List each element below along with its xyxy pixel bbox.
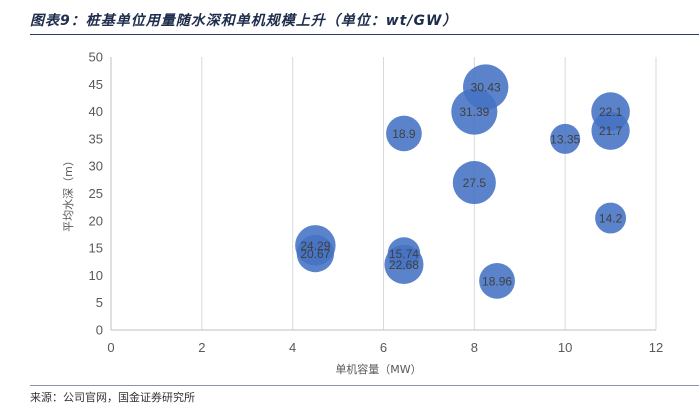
source-note: 来源：公司官网，国金证券研究所 (30, 391, 195, 404)
bubble-label: 13.35 (550, 132, 580, 146)
bubble-label: 22.1 (599, 105, 623, 119)
bubble-point (463, 64, 509, 110)
bubble-labels: 30.43 31.39 22.1 21.7 18.9 13.35 27.5 14.2 24.29… (300, 81, 622, 289)
x-tick-label: 12 (649, 340, 663, 355)
y-tick-label: 35 (89, 131, 103, 146)
y-tick-label: 25 (89, 186, 103, 201)
source-rule (30, 385, 699, 386)
bubble-point (479, 262, 515, 299)
bubble-label: 24.29 (300, 239, 330, 253)
y-axis-title: 平均水深（m） (62, 155, 75, 232)
bubble-point (387, 237, 421, 270)
bubble-point (452, 161, 496, 205)
bubble-label: 15.74 (389, 247, 419, 261)
bubble-label: 20.67 (300, 247, 330, 261)
bubble-point (591, 111, 630, 150)
bubble-label: 31.39 (459, 105, 489, 119)
gridlines (201, 57, 657, 330)
bubble-point (595, 202, 627, 234)
y-tick-label: 45 (89, 77, 103, 92)
y-tick-label: 10 (89, 268, 103, 283)
x-tick-label: 0 (107, 340, 114, 355)
x-tick-label: 4 (289, 340, 296, 355)
y-tick-label: 50 (89, 50, 103, 65)
bubble-label: 21.7 (599, 124, 623, 138)
y-tick-label: 30 (89, 159, 103, 174)
bubble-label: 18.96 (482, 274, 512, 288)
bubble-label: 27.5 (463, 176, 487, 190)
bubbles (295, 64, 630, 299)
bubble-label: 14.2 (599, 212, 623, 226)
x-tick-label: 2 (198, 340, 205, 355)
y-tick-label: 20 (89, 213, 103, 228)
bubble-label: 18.9 (392, 127, 416, 141)
x-tick-label: 8 (471, 340, 478, 355)
y-tick-label: 15 (89, 241, 103, 256)
title-rule (30, 34, 699, 35)
x-tick-label: 6 (380, 340, 387, 355)
figure-title: 图表9：桩基单位用量随水深和单机规模上升（单位：wt/GW） (30, 13, 458, 29)
x-axis-title: 单机容量（MW） (335, 362, 421, 376)
bubble-label: 30.43 (471, 81, 501, 95)
bubble-point (550, 123, 581, 154)
y-tick-label: 40 (89, 104, 103, 119)
bubble-label: 22.68 (389, 258, 419, 272)
y-tick-label: 0 (96, 323, 103, 338)
y-tick-label: 5 (96, 295, 103, 310)
bubble-point (386, 115, 422, 152)
bubble-point (296, 234, 335, 273)
axes: 0 2 4 6 8 10 12 0 5 10 15 20 25 30 35 40 45 50 (89, 50, 664, 356)
x-tick-label: 10 (558, 340, 572, 355)
